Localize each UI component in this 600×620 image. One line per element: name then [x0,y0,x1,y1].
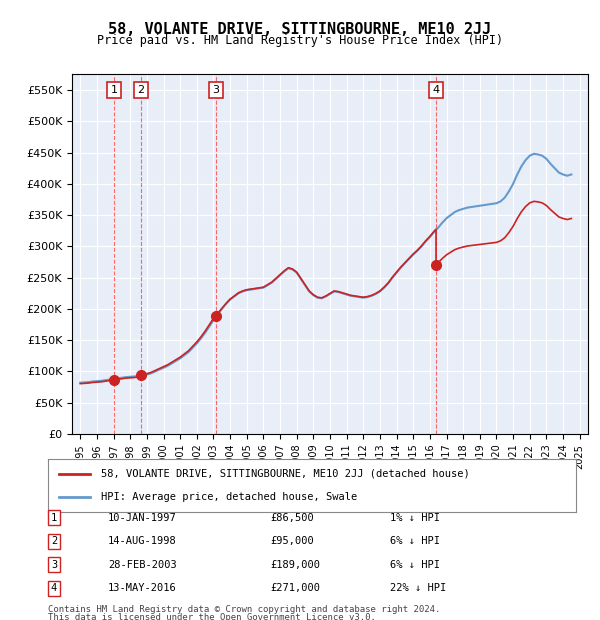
Text: 58, VOLANTE DRIVE, SITTINGBOURNE, ME10 2JJ (detached house): 58, VOLANTE DRIVE, SITTINGBOURNE, ME10 2… [101,469,470,479]
Text: 4: 4 [51,583,57,593]
Text: 6% ↓ HPI: 6% ↓ HPI [390,536,440,546]
Text: Contains HM Land Registry data © Crown copyright and database right 2024.: Contains HM Land Registry data © Crown c… [48,604,440,614]
Text: £271,000: £271,000 [270,583,320,593]
Text: 22% ↓ HPI: 22% ↓ HPI [390,583,446,593]
Text: 1: 1 [51,513,57,523]
Text: 10-JAN-1997: 10-JAN-1997 [108,513,177,523]
Text: Price paid vs. HM Land Registry's House Price Index (HPI): Price paid vs. HM Land Registry's House … [97,34,503,47]
Text: This data is licensed under the Open Government Licence v3.0.: This data is licensed under the Open Gov… [48,613,376,620]
Text: 6% ↓ HPI: 6% ↓ HPI [390,560,440,570]
Text: 3: 3 [51,560,57,570]
Text: £95,000: £95,000 [270,536,314,546]
Text: 58, VOLANTE DRIVE, SITTINGBOURNE, ME10 2JJ: 58, VOLANTE DRIVE, SITTINGBOURNE, ME10 2… [109,22,491,37]
Text: 4: 4 [433,85,440,95]
Text: 14-AUG-1998: 14-AUG-1998 [108,536,177,546]
Text: £189,000: £189,000 [270,560,320,570]
Text: 1: 1 [110,85,118,95]
Text: 2: 2 [137,85,145,95]
Text: £86,500: £86,500 [270,513,314,523]
Text: 3: 3 [212,85,220,95]
Text: 13-MAY-2016: 13-MAY-2016 [108,583,177,593]
Text: HPI: Average price, detached house, Swale: HPI: Average price, detached house, Swal… [101,492,357,502]
Text: 2: 2 [51,536,57,546]
Text: 1% ↓ HPI: 1% ↓ HPI [390,513,440,523]
Text: 28-FEB-2003: 28-FEB-2003 [108,560,177,570]
